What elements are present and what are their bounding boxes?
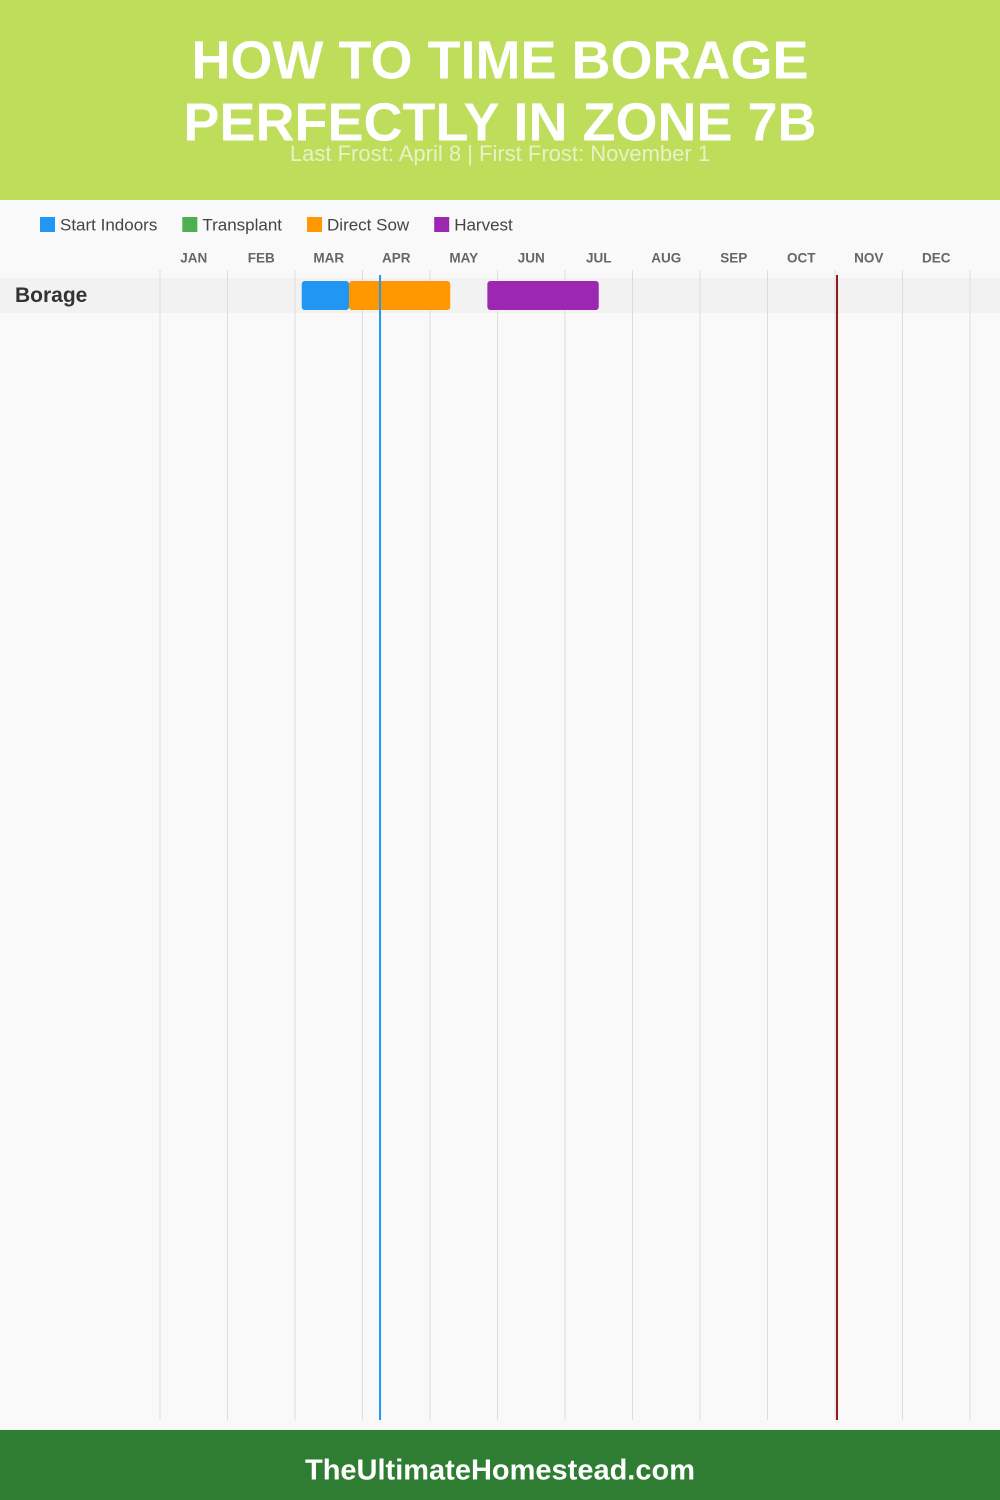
- row-label: Borage: [15, 284, 87, 307]
- bar: [487, 281, 599, 310]
- legend-swatch: [40, 217, 55, 232]
- x-tick-label: MAR: [313, 251, 344, 266]
- bar: [301, 281, 349, 310]
- footer: [0, 1430, 1000, 1500]
- chart-title: HOW TO TIME BORAGE: [192, 30, 809, 90]
- x-tick-label: AUG: [651, 251, 681, 266]
- x-tick-label: MAY: [449, 251, 478, 266]
- chart-subtitle: Last Frost: April 8 | First Frost: Novem…: [290, 141, 710, 166]
- bar: [349, 281, 451, 310]
- x-tick-label: FEB: [248, 251, 275, 266]
- footer-text: TheUltimateHomestead.com: [305, 1455, 695, 1487]
- legend-label: Direct Sow: [327, 215, 410, 234]
- x-tick-label: OCT: [787, 251, 816, 266]
- legend-label: Transplant: [202, 215, 282, 234]
- x-tick-label: SEP: [720, 251, 747, 266]
- chart-title: PERFECTLY IN ZONE 7B: [183, 92, 816, 152]
- x-tick-label: NOV: [854, 251, 883, 266]
- x-tick-label: JUL: [586, 251, 612, 266]
- x-tick-label: JUN: [518, 251, 545, 266]
- x-tick-label: JAN: [180, 251, 207, 266]
- header: [0, 0, 1000, 200]
- legend-swatch: [307, 217, 323, 232]
- legend-swatch: [434, 217, 450, 232]
- x-tick-label: APR: [382, 251, 411, 266]
- legend-swatch: [182, 217, 198, 232]
- x-tick-label: DEC: [922, 251, 951, 266]
- legend-label: Start Indoors: [60, 215, 157, 234]
- legend-label: Harvest: [454, 215, 513, 234]
